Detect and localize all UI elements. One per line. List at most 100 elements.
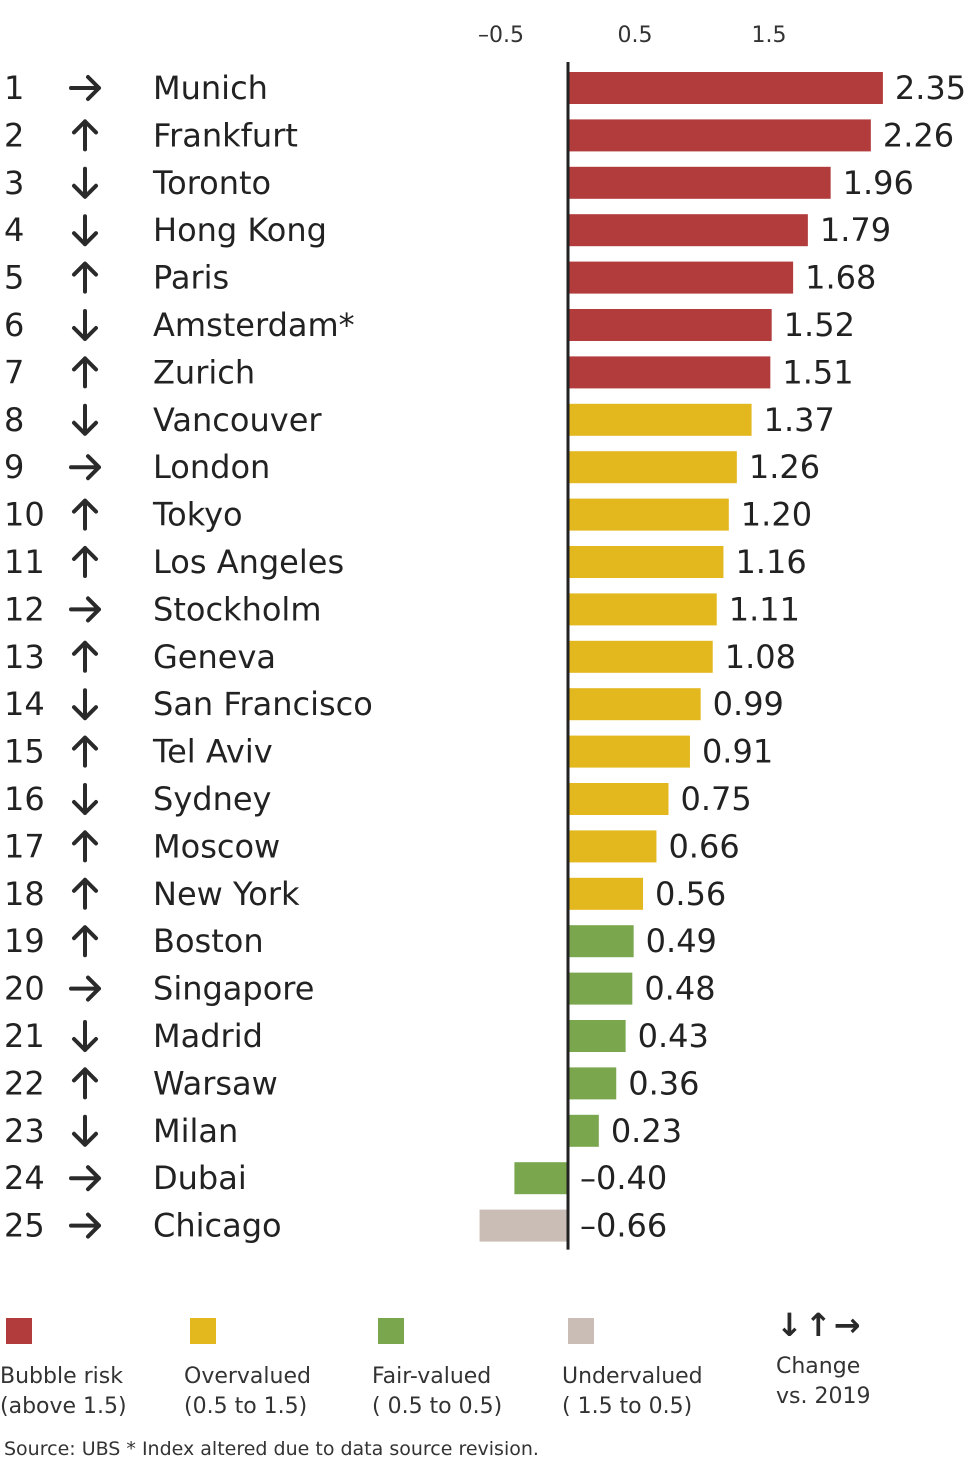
chart-row: 7 Zurich 1.51 bbox=[4, 353, 854, 391]
legend-swatch-undervalued bbox=[568, 1318, 594, 1344]
change-arrow-up-icon bbox=[72, 735, 98, 768]
arrow-right-shape bbox=[69, 75, 101, 101]
legend-label-fair: Fair-valued ( 0.5 to 0.5) bbox=[372, 1362, 502, 1422]
legend-fair-line2: ( 0.5 to 0.5) bbox=[372, 1394, 503, 1419]
change-arrow-right-icon bbox=[69, 1165, 101, 1192]
arrow-up-shape bbox=[72, 735, 98, 768]
change-arrow-up-icon bbox=[72, 640, 98, 673]
value-label: 1.52 bbox=[784, 306, 855, 344]
arrow-down-shape bbox=[72, 688, 98, 721]
change-arrow-right-icon bbox=[69, 596, 101, 623]
change-arrow-up-icon bbox=[72, 877, 98, 910]
bar bbox=[568, 830, 657, 863]
value-label: 1.96 bbox=[843, 164, 914, 202]
change-arrow-down-icon bbox=[72, 309, 98, 341]
bar bbox=[568, 593, 717, 626]
legend-overvalued: Overvalued (0.5 to 1.5) bbox=[184, 1318, 311, 1422]
chart-row: 19 Boston 0.49 bbox=[4, 922, 717, 960]
bar bbox=[568, 119, 871, 152]
arrow-down-shape bbox=[72, 1020, 98, 1052]
arrow-up-shape bbox=[72, 830, 98, 863]
bar bbox=[514, 1162, 568, 1195]
legend-label-overvalued: Overvalued (0.5 to 1.5) bbox=[184, 1362, 311, 1422]
change-arrow-up-icon bbox=[72, 261, 98, 294]
change-arrows-icon: ↓↑→ bbox=[776, 1306, 863, 1344]
arrow-up-shape bbox=[72, 546, 98, 578]
arrow-up-shape bbox=[72, 356, 98, 389]
city-label: Munich bbox=[153, 69, 268, 107]
arrow-up-shape bbox=[72, 925, 98, 958]
legend-bubble-risk: Bubble risk (above 1.5) bbox=[0, 1318, 127, 1422]
change-arrow-up-icon bbox=[72, 1067, 98, 1100]
city-label: Paris bbox=[153, 259, 229, 297]
city-label: Madrid bbox=[153, 1017, 263, 1055]
city-label: Dubai bbox=[153, 1159, 247, 1197]
bar bbox=[568, 546, 724, 578]
arrow-right-shape bbox=[69, 596, 101, 623]
chart-row: 9 London 1.26 bbox=[4, 448, 820, 486]
city-label: Frankfurt bbox=[153, 116, 298, 154]
city-label: Boston bbox=[153, 922, 264, 960]
change-arrow-down-icon bbox=[72, 1020, 98, 1052]
city-label: Stockholm bbox=[153, 590, 321, 628]
rank-label: 15 bbox=[4, 733, 45, 771]
rank-label: 14 bbox=[4, 685, 45, 723]
rank-label: 23 bbox=[4, 1112, 45, 1150]
x-tick-label: 1.5 bbox=[752, 23, 787, 48]
rank-label: 4 bbox=[4, 211, 24, 249]
city-label: San Francisco bbox=[153, 685, 373, 723]
value-label: 0.49 bbox=[646, 922, 717, 960]
bar bbox=[568, 640, 713, 673]
value-label: 1.37 bbox=[764, 401, 835, 439]
city-label: Geneva bbox=[153, 638, 276, 676]
arrow-down-shape bbox=[72, 783, 98, 815]
bar bbox=[568, 925, 634, 958]
rank-label: 11 bbox=[4, 543, 45, 581]
chart-row: 11 Los Angeles 1.16 bbox=[4, 543, 807, 581]
chart-row: 24 Dubai –0.40 bbox=[4, 1159, 667, 1197]
rank-label: 9 bbox=[4, 448, 24, 486]
bar bbox=[568, 688, 701, 721]
arrow-right-shape bbox=[69, 454, 101, 481]
value-label: 1.79 bbox=[820, 211, 891, 249]
rank-label: 1 bbox=[4, 69, 24, 107]
legend-undervalued-line1: Undervalued bbox=[562, 1364, 703, 1389]
rank-label: 6 bbox=[4, 306, 24, 344]
city-label: Zurich bbox=[153, 353, 255, 391]
rank-label: 17 bbox=[4, 827, 45, 865]
arrow-down-shape bbox=[72, 309, 98, 341]
change-arrow-down-icon bbox=[72, 1114, 98, 1147]
bar bbox=[568, 451, 737, 484]
bar bbox=[568, 356, 771, 389]
value-label: 1.51 bbox=[782, 353, 853, 391]
bar bbox=[568, 261, 794, 294]
legend-label-bubble: Bubble risk (above 1.5) bbox=[0, 1362, 127, 1422]
chart-row: 16 Sydney 0.75 bbox=[4, 780, 752, 818]
bar bbox=[568, 783, 669, 815]
chart-row: 5 Paris 1.68 bbox=[4, 259, 876, 297]
rank-label: 20 bbox=[4, 970, 45, 1008]
change-arrow-right-icon bbox=[69, 454, 101, 481]
legend-change: ↓↑→ Change vs. 2019 bbox=[776, 1306, 870, 1412]
value-label: 1.26 bbox=[749, 448, 820, 486]
chart-row: 25 Chicago –0.66 bbox=[4, 1207, 667, 1245]
legend-overvalued-line2: (0.5 to 1.5) bbox=[184, 1394, 308, 1419]
legend-swatch-overvalued bbox=[190, 1318, 216, 1344]
rank-label: 8 bbox=[4, 401, 24, 439]
value-label: 0.75 bbox=[681, 780, 752, 818]
arrow-up-shape bbox=[72, 877, 98, 910]
bar bbox=[568, 1067, 617, 1100]
rank-label: 25 bbox=[4, 1207, 45, 1245]
bar bbox=[568, 735, 690, 768]
chart-row: 21 Madrid 0.43 bbox=[4, 1017, 709, 1055]
arrow-up-shape bbox=[72, 498, 98, 531]
value-label: 0.66 bbox=[668, 827, 739, 865]
chart-row: 18 New York 0.56 bbox=[4, 875, 726, 913]
arrow-right-shape bbox=[69, 975, 101, 1002]
rank-label: 2 bbox=[4, 116, 24, 154]
change-arrow-down-icon bbox=[72, 214, 98, 247]
legend-fair-line1: Fair-valued bbox=[372, 1364, 492, 1389]
change-arrow-up-icon bbox=[72, 119, 98, 152]
arrow-up-shape bbox=[72, 261, 98, 294]
bar bbox=[568, 972, 633, 1005]
